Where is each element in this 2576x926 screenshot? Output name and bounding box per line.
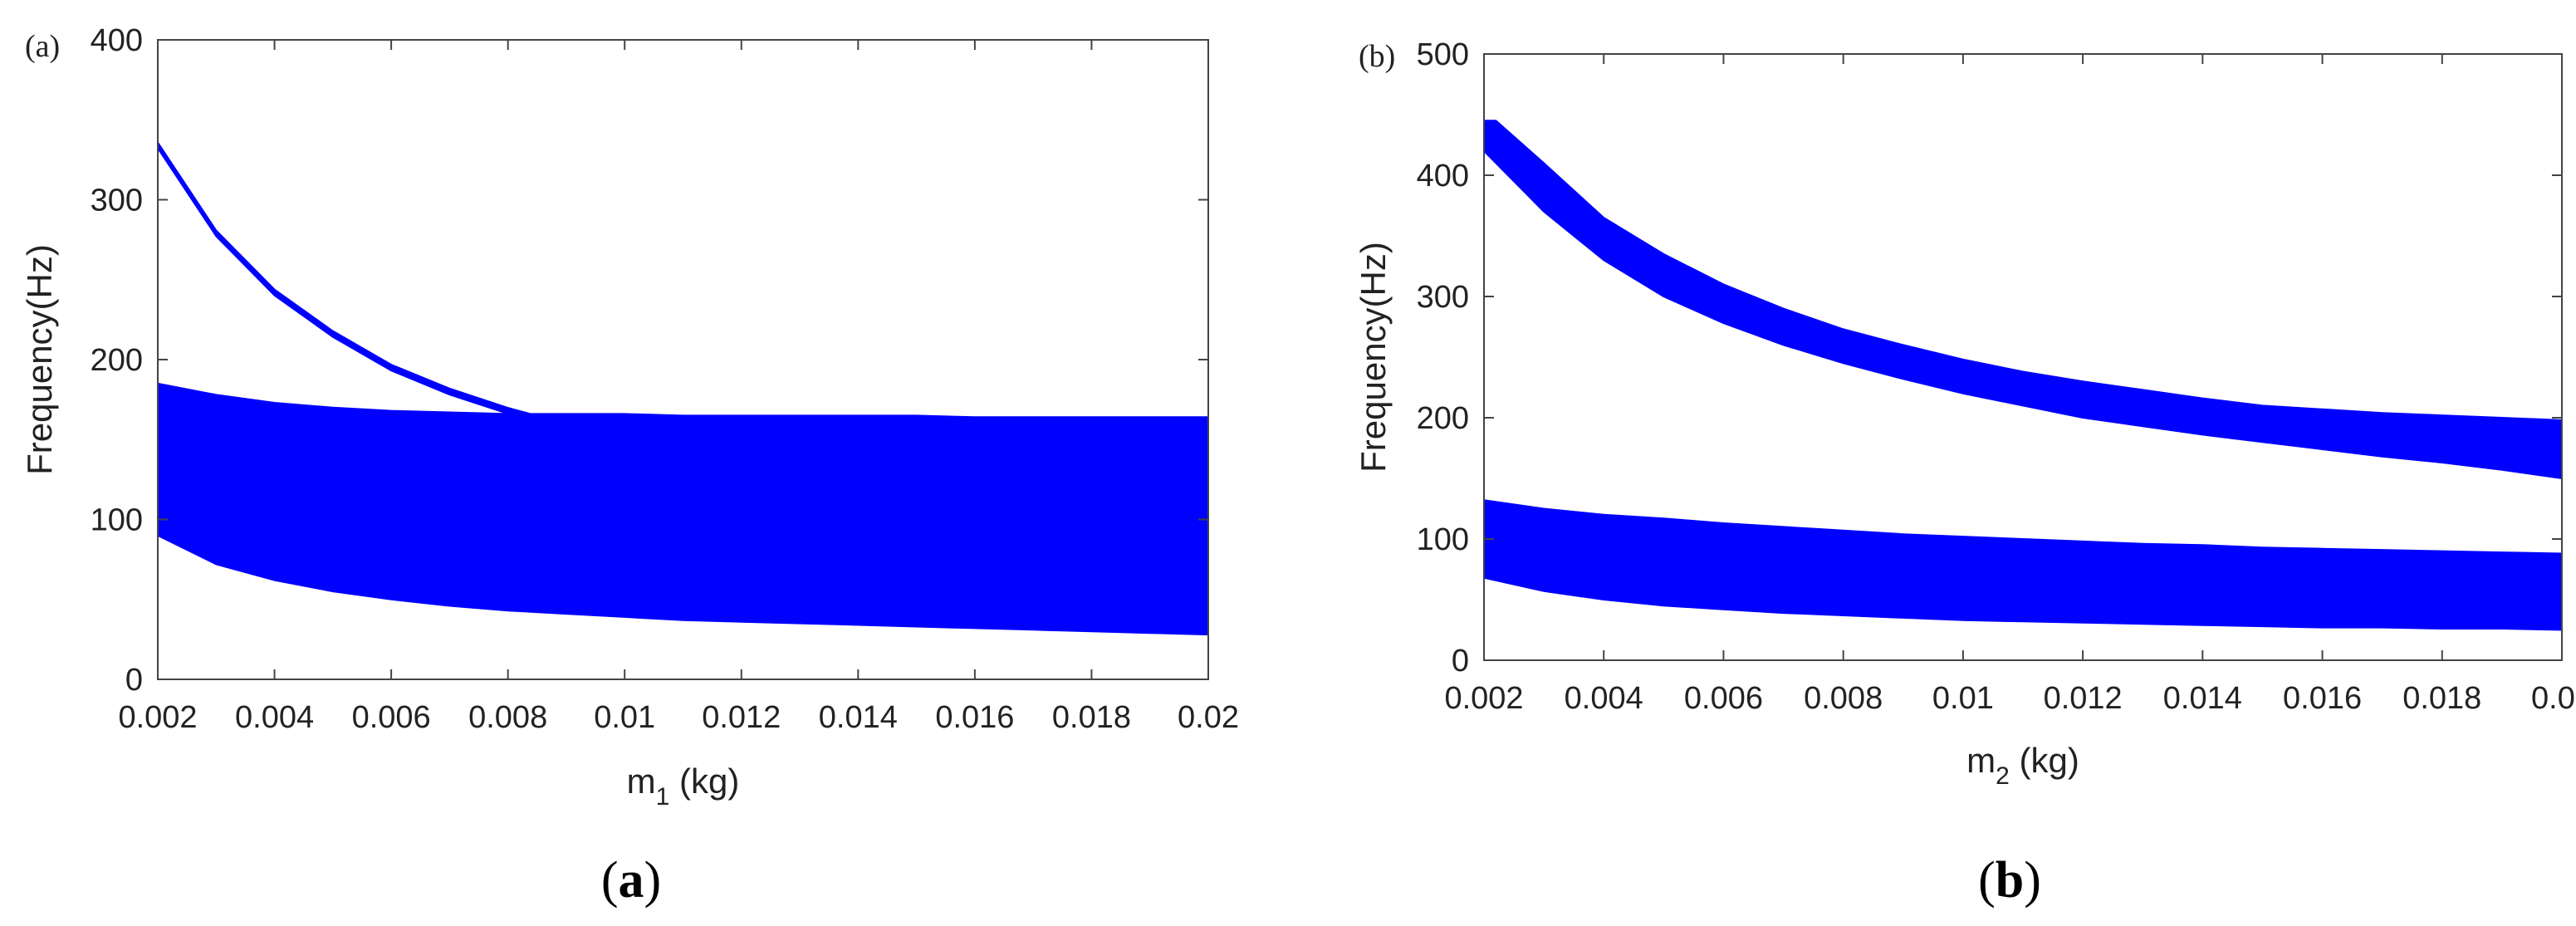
x-axis-label-unit: (kg) xyxy=(669,762,739,801)
caption-open-paren: ( xyxy=(601,852,619,909)
x-axis-label: m2 (kg) xyxy=(1966,741,2079,790)
plot-frame xyxy=(1483,53,2563,661)
x-axis-label-subscript: 1 xyxy=(656,783,670,811)
chart-panel-b: 0.002 0.004 0.006 0.008 0.01 0.012 0.014 0.016 0… xyxy=(1354,37,2576,909)
caption-close-paren: ) xyxy=(2024,852,2041,909)
y-axis-label: Frequency(Hz) xyxy=(1354,242,1393,473)
panel-caption: (b) xyxy=(1978,852,2041,909)
x-axis-label-main: m xyxy=(1966,741,1996,780)
y-tick-label: 200 xyxy=(1417,401,1469,436)
x-tick-label: 0.012 xyxy=(2044,681,2123,716)
x-tick-label: 0.012 xyxy=(702,700,781,735)
x-tick-label: 0.002 xyxy=(118,700,197,735)
x-axis-label-subscript: 2 xyxy=(1996,762,2010,790)
frequency-curve-1 xyxy=(157,140,567,433)
x-axis-label: m1 (kg) xyxy=(627,762,740,811)
x-tick-label: 0.02 xyxy=(2531,681,2576,716)
panel-caption: (a) xyxy=(601,852,661,909)
x-axis-label-main: m xyxy=(627,762,656,801)
x-tick-label: 0.004 xyxy=(1565,681,1643,716)
caption-open-paren: ( xyxy=(1978,852,1996,909)
y-tick-label: 500 xyxy=(1417,37,1469,72)
x-tick-label: 0.02 xyxy=(1178,700,1239,735)
x-tick-label: 0.018 xyxy=(2402,681,2481,716)
panel-tag: (a) xyxy=(25,29,60,64)
x-tick-label: 0.018 xyxy=(1052,700,1131,735)
x-tick-label: 0.016 xyxy=(935,700,1014,735)
y-tick-label: 0 xyxy=(1452,644,1469,679)
caption-close-paren: ) xyxy=(644,852,662,909)
x-tick-label: 0.004 xyxy=(235,700,314,735)
y-tick-label: 100 xyxy=(91,503,143,538)
y-tick-label: 300 xyxy=(91,184,143,218)
y-tick-label: 100 xyxy=(1417,522,1469,557)
y-axis-label: Frequency(Hz) xyxy=(20,244,59,475)
y-tick-label: 300 xyxy=(1417,280,1469,315)
x-tick-label: 0.002 xyxy=(1444,681,1523,716)
x-axis-label-unit: (kg) xyxy=(2010,741,2079,780)
x-tick-label: 0.008 xyxy=(468,700,547,735)
y-tick-label: 200 xyxy=(91,343,143,378)
x-tick-label: 0.006 xyxy=(1684,681,1763,716)
caption-letter: a xyxy=(619,852,644,909)
x-tick-label: 0.01 xyxy=(1932,681,1994,716)
chart-panel-a: 0.002 0.004 0.006 0.008 0.01 0.012 0.014 0.016 0… xyxy=(20,23,1239,909)
x-tick-label: 0.016 xyxy=(2283,681,2362,716)
y-tick-label: 400 xyxy=(1417,159,1469,194)
panel-tag: (b) xyxy=(1359,39,1395,74)
x-tick-label: 0.014 xyxy=(819,700,898,735)
x-tick-label: 0.006 xyxy=(352,700,431,735)
x-tick-label: 0.008 xyxy=(1804,681,1883,716)
y-tick-label: 0 xyxy=(125,663,143,698)
y-tick-label: 400 xyxy=(91,23,143,58)
x-tick-label: 0.01 xyxy=(594,700,655,735)
x-tick-label: 0.014 xyxy=(2163,681,2242,716)
caption-letter: b xyxy=(1996,852,2024,909)
